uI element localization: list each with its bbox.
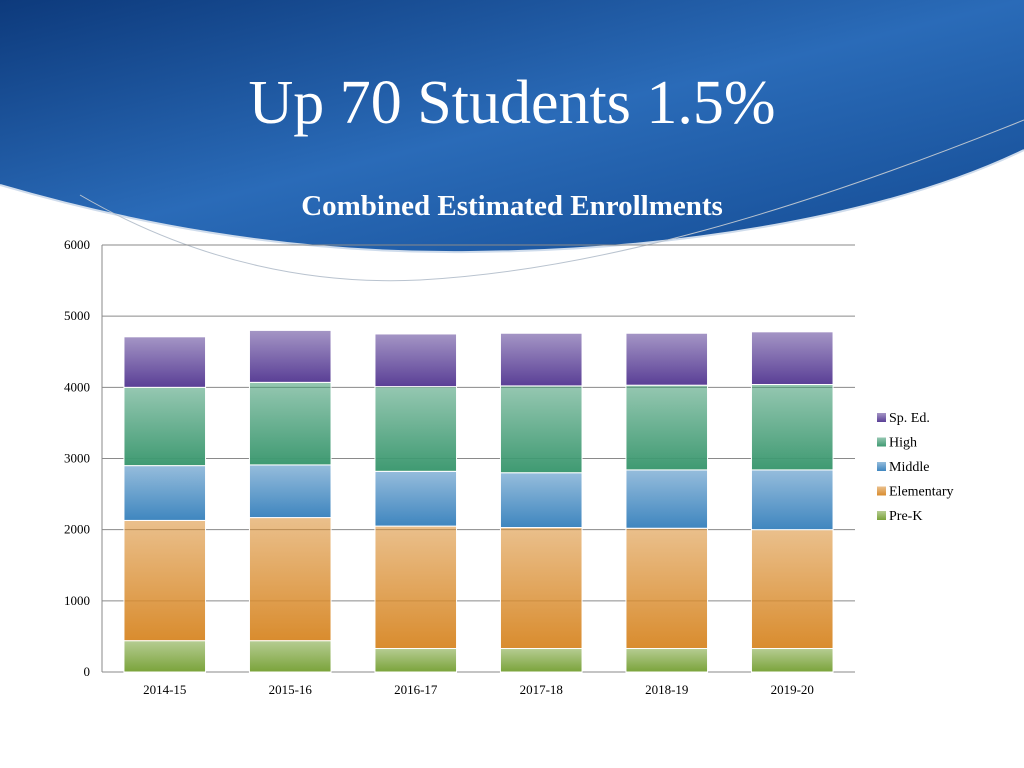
bar-segment xyxy=(123,336,207,388)
bar-segment xyxy=(248,381,332,466)
x-tick-label: 2015-16 xyxy=(269,682,313,697)
bar-segment xyxy=(625,469,709,529)
bar-segment xyxy=(625,384,709,471)
legend-label: Middle xyxy=(889,460,929,475)
y-tick-label: 6000 xyxy=(64,237,90,252)
legend-swatch xyxy=(877,486,886,496)
bar-segment xyxy=(374,470,458,527)
bar-segment xyxy=(625,648,709,673)
slide-title: Up 70 Students 1.5% xyxy=(248,69,776,137)
bar-segment xyxy=(374,525,458,650)
bar-segment xyxy=(499,472,583,529)
bar-segment xyxy=(625,332,709,386)
bar-segment xyxy=(123,465,207,521)
legend-swatch xyxy=(877,462,886,471)
bar-segment xyxy=(123,386,207,467)
chart-title: Combined Estimated Enrollments xyxy=(301,190,723,222)
bar-segment xyxy=(750,529,834,650)
legend-swatch xyxy=(877,511,886,520)
bar-segment xyxy=(750,648,834,673)
x-tick-label: 2017-18 xyxy=(520,682,563,697)
bar-segment xyxy=(123,640,207,673)
legend-swatch xyxy=(877,437,886,447)
legend-label: Elementary xyxy=(889,485,954,500)
bar-segment xyxy=(499,332,583,387)
legend-label: High xyxy=(889,436,917,451)
bar-segment xyxy=(499,385,583,474)
bar-segment xyxy=(750,331,834,385)
legend-label: Sp. Ed. xyxy=(889,411,930,426)
bar-segment xyxy=(499,648,583,673)
x-tick-label: 2018-19 xyxy=(645,682,688,697)
y-tick-label: 2000 xyxy=(64,522,90,537)
bar-segment xyxy=(499,527,583,650)
bar-segment xyxy=(750,383,834,471)
y-tick-label: 3000 xyxy=(64,451,90,466)
x-tick-label: 2016-17 xyxy=(394,682,438,697)
bar-segment xyxy=(248,464,332,519)
bar-segment xyxy=(374,648,458,673)
x-tick-label: 2019-20 xyxy=(771,682,814,697)
bar-segment xyxy=(248,640,332,673)
legend-swatch xyxy=(877,413,886,422)
legend-label: Pre-K xyxy=(889,509,922,524)
bar-segment xyxy=(374,386,458,472)
y-tick-label: 0 xyxy=(84,664,91,679)
bar-segment xyxy=(750,469,834,531)
header-background xyxy=(0,0,1024,282)
y-tick-label: 1000 xyxy=(64,593,90,608)
x-tick-label: 2014-15 xyxy=(143,682,186,697)
y-tick-label: 4000 xyxy=(64,379,90,394)
y-tick-label: 5000 xyxy=(64,308,90,323)
bar-segment xyxy=(123,519,207,642)
bar-segment xyxy=(374,333,458,388)
bar-segment xyxy=(625,527,709,650)
bar-segment xyxy=(248,517,332,642)
bar-segment xyxy=(248,329,332,383)
